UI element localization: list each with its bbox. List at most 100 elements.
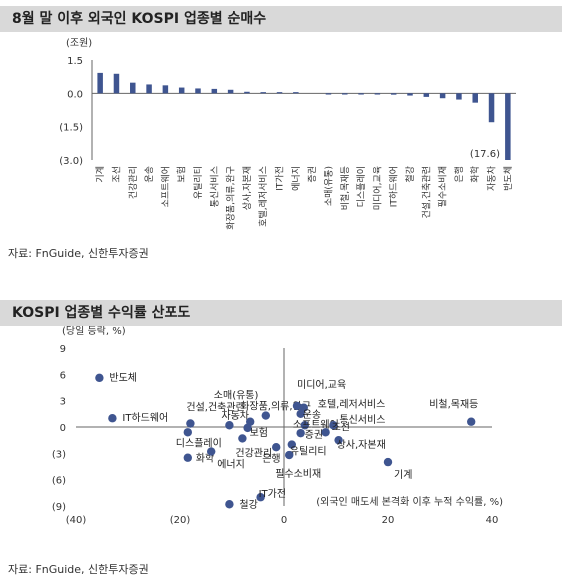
bar-ytick-label: 1.5 xyxy=(67,56,83,67)
bar-category-label: 화학 xyxy=(470,166,481,183)
bar-category-label: 유틸리티 xyxy=(193,166,204,199)
bar-category-label: 증권 xyxy=(306,166,318,183)
scatter-point-10 xyxy=(329,421,338,430)
scatter-xtick-label: 40 xyxy=(486,515,499,526)
scatter-point-label: 운송 xyxy=(303,409,321,421)
bar-ytick-label: (3.0) xyxy=(59,156,83,167)
bar-category-label: 통신서비스 xyxy=(209,166,220,207)
scatter-point-label: 유틸리티 xyxy=(290,445,327,458)
scatter-point-label: 디스플레이 xyxy=(176,437,222,449)
scatter-xtick-label: 20 xyxy=(382,515,395,526)
bar-18 xyxy=(390,93,397,95)
bar-1 xyxy=(113,73,120,94)
bar-category-label: 소매(유통) xyxy=(323,166,334,206)
bar-category-label: 철강 xyxy=(405,166,416,183)
scatter-point-21 xyxy=(285,450,294,460)
scatter-point-8 xyxy=(296,409,305,419)
scatter-ytick-label: 9 xyxy=(60,344,66,355)
scatter-point-label: 소매(유통) xyxy=(214,390,259,402)
scatter-xlabel: (외국인 매도세 본격화 이후 누적 수익률, %) xyxy=(316,495,503,508)
bar-0 xyxy=(97,72,103,94)
scatter-point-label: 에너지 xyxy=(217,459,245,471)
bar-category-label: 호텔,레저서비스 xyxy=(257,166,269,227)
scatter-point-label: 상사,자본재 xyxy=(337,439,386,451)
scatter-point-20 xyxy=(287,440,296,449)
bar-7 xyxy=(211,88,218,94)
bar-8 xyxy=(227,89,234,94)
bar-category-label: 은행 xyxy=(453,166,465,183)
bar-24 xyxy=(488,93,495,123)
scatter-point-label: 비철,목재등 xyxy=(429,399,478,411)
bar-14 xyxy=(325,93,332,95)
bar-category-label: 반도체 xyxy=(503,166,514,191)
scatter-point-5 xyxy=(261,411,270,420)
scatter-point-label: 철강 xyxy=(239,499,257,511)
scatter-point-0 xyxy=(95,373,104,383)
bar-ytick-label: 0.0 xyxy=(67,89,83,100)
scatter-point-label: IT가전 xyxy=(259,488,286,500)
bar-category-label: 보험 xyxy=(177,166,188,183)
scatter-point-25 xyxy=(467,417,476,426)
scatter-ylabel: (당일 등락, %) xyxy=(62,326,126,337)
scatter-point-label: 소프트웨어 xyxy=(293,419,339,431)
bar-annotation: (17.6) xyxy=(470,149,500,160)
scatter-point-label: 반도체 xyxy=(109,372,137,384)
scatter-point-label: 필수소비재 xyxy=(275,468,321,480)
chart2-source: 자료: FnGuide, 신한투자증권 xyxy=(8,563,149,576)
bar-category-label: 미디어,교육 xyxy=(372,166,383,210)
bar-16 xyxy=(358,93,364,95)
scatter-ytick-label: 3 xyxy=(60,397,66,408)
scatter-xtick-label: (20) xyxy=(170,515,191,526)
bar-12 xyxy=(293,92,299,94)
bar-category-label: 필수소비재 xyxy=(437,166,449,207)
scatter-point-label: 증권 xyxy=(305,429,323,441)
bar-category-label: 화장품,의류,완구 xyxy=(226,166,237,230)
scatter-point-label: 보험 xyxy=(250,427,268,439)
scatter-xtick-label: (40) xyxy=(66,515,87,526)
scatter-point-label: 건강관리 xyxy=(235,447,272,459)
scatter-point-6 xyxy=(292,401,302,411)
bar-category-label: IT하드웨어 xyxy=(388,166,400,207)
scatter-point-label: 화학 xyxy=(196,453,214,465)
bar-5 xyxy=(178,87,185,94)
scatter-point-11 xyxy=(183,428,192,437)
scatter-ytick-label: (9) xyxy=(52,502,66,513)
scatter-ytick-label: (3) xyxy=(52,449,66,460)
bar-category-label: 건강관리 xyxy=(128,166,139,199)
scatter-point-16 xyxy=(334,435,343,445)
bar-category-label: 에너지 xyxy=(291,166,302,191)
scatter-point-label: 통신서비스 xyxy=(339,414,385,426)
scatter-point-12 xyxy=(243,423,252,433)
bar-category-label: IT가전 xyxy=(275,166,286,191)
scatter-point-label: 은행 xyxy=(262,453,280,465)
scatter-point-23 xyxy=(256,493,265,502)
bar-3 xyxy=(146,84,152,94)
scatter-point-1 xyxy=(108,414,117,423)
scatter-point-19 xyxy=(272,442,281,452)
scatter-point-14 xyxy=(321,428,330,437)
bar-10 xyxy=(260,92,266,94)
scatter-chart: (당일 등락, %) 9 6 3 0 (3) (6) (9)(40) (20) 0 20 40 (외국인… xyxy=(52,326,503,526)
scatter-point-17 xyxy=(183,453,192,462)
scatter-ytick-label: 6 xyxy=(60,370,66,381)
scatter-point-24 xyxy=(225,500,234,509)
chart2-title: KOSPI 업종별 수익률 산포도 xyxy=(0,300,562,326)
bar-category-label: 조선 xyxy=(111,166,122,183)
scatter-ytick-label: 0 xyxy=(60,423,66,434)
bar-9 xyxy=(244,91,250,94)
bar-category-label: 건설,건축관련 xyxy=(421,166,432,219)
scatter-point-22 xyxy=(383,457,393,467)
scatter-point-9 xyxy=(300,421,309,430)
bar-chart: (조원) 1.5 0.0 (1.5) (3.0) 기계 조선 건강관리 운송 소프트웨어 보험 유틸리… xyxy=(59,37,516,230)
bar-4 xyxy=(162,85,169,94)
scatter-point-3 xyxy=(225,421,234,430)
bar-ylabel: (조원) xyxy=(66,37,92,49)
bar-category-label: 상사,자본재 xyxy=(242,166,253,210)
scatter-point-13 xyxy=(296,428,305,438)
chart1-source: 자료: FnGuide, 신한투자증권 xyxy=(8,247,149,260)
scatter-point-label: 미디어,교육 xyxy=(297,379,346,391)
bar-category-label: 기계 xyxy=(94,166,106,183)
scatter-point-label: 조선 xyxy=(332,421,350,433)
bar-category-label: 자동차 xyxy=(486,165,498,191)
bar-22 xyxy=(456,93,462,100)
